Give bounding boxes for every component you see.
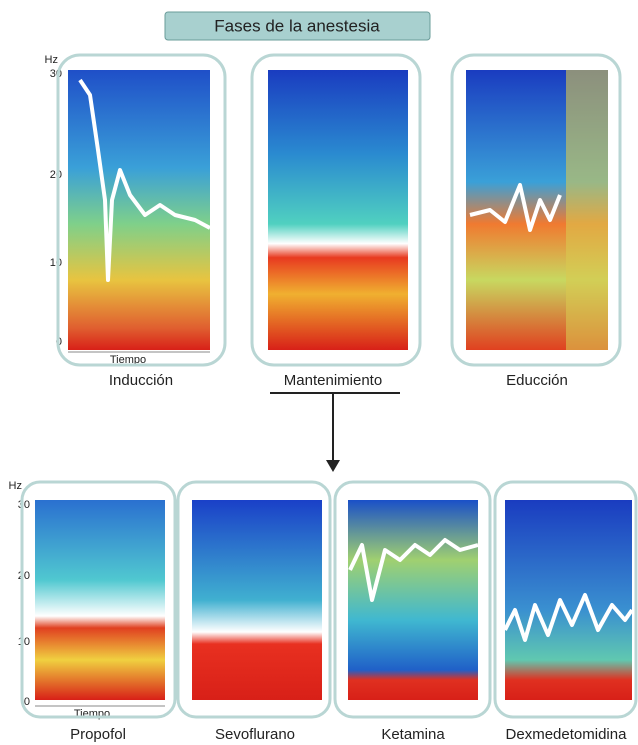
spectrogram bbox=[268, 70, 408, 350]
spectrogram bbox=[35, 500, 165, 700]
arrow-head bbox=[326, 460, 340, 472]
panel-frame bbox=[176, 480, 332, 719]
y-tick-label: 20 bbox=[50, 169, 62, 181]
title: Fases de la anestesia bbox=[214, 16, 380, 35]
edge-frequency bbox=[503, 593, 634, 642]
spectrogram bbox=[348, 500, 478, 700]
y-tick-label: 10 bbox=[50, 257, 62, 269]
edge-frequency bbox=[78, 78, 211, 282]
phase-label: Mantenimiento bbox=[284, 372, 382, 389]
edge-frequency bbox=[469, 183, 562, 232]
panel-frame bbox=[20, 480, 177, 719]
phase-label: Educción bbox=[506, 372, 568, 389]
drug-label: Propofol bbox=[70, 726, 126, 743]
phase-label: Inducción bbox=[109, 372, 173, 389]
y-tick-label: 10 bbox=[18, 636, 30, 648]
panel-frame bbox=[450, 53, 622, 367]
axis-unit: Hz bbox=[9, 480, 22, 492]
edge-frequency bbox=[348, 538, 479, 602]
axis-unit: Hz bbox=[45, 54, 58, 66]
spectrogram bbox=[505, 500, 632, 700]
panel-frame bbox=[493, 480, 638, 719]
drug-label: Dexmedetomidina bbox=[506, 726, 628, 743]
y-tick-label: 20 bbox=[18, 570, 30, 582]
drug-label: Sevoflurano bbox=[215, 726, 295, 743]
spectrogram-overlay bbox=[566, 70, 608, 350]
y-tick-label: 0 bbox=[24, 696, 30, 708]
panel-frame bbox=[333, 480, 492, 719]
y-tick-label: 30 bbox=[18, 499, 30, 511]
panel-frame bbox=[250, 53, 422, 367]
drug-label: Ketamina bbox=[381, 726, 445, 743]
spectrogram bbox=[192, 500, 322, 700]
title-box bbox=[164, 11, 431, 41]
panel-frame bbox=[56, 53, 227, 367]
time-label: Tiempo bbox=[110, 354, 146, 366]
